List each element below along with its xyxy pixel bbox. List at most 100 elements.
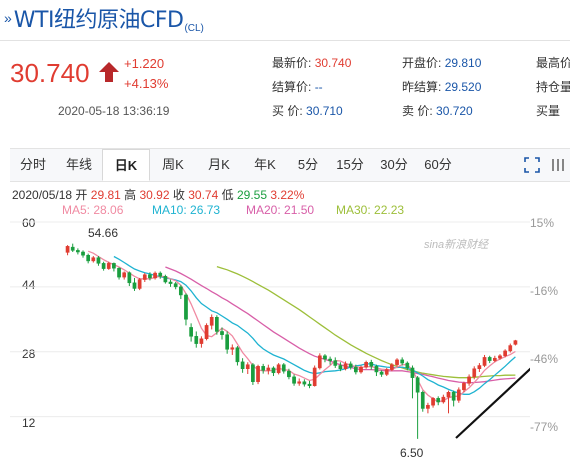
title-bar: » WTI纽约原油CFD (CL)	[4, 4, 204, 34]
quote-settle: 结算价: --	[272, 78, 323, 95]
candle-body-down	[163, 276, 168, 283]
candle-body-down	[225, 334, 229, 350]
quote-latest-label: 最新价:	[272, 56, 312, 70]
candle-body-up	[266, 367, 271, 371]
quote-high-label: 最高价	[536, 56, 570, 70]
instrument-title: WTI纽约原油CFD	[13, 8, 184, 33]
y-tick-12: 12	[22, 416, 36, 430]
candle-body-up	[359, 366, 363, 373]
candle-body-down	[333, 360, 338, 366]
tab-yearly-k[interactable]: 年K	[254, 157, 276, 172]
tab-30min[interactable]: 30分	[380, 157, 408, 172]
tab-yearline[interactable]: 年线	[65, 157, 92, 172]
candle-body-down	[132, 282, 137, 289]
quote-prev-settle-value: 29.520	[444, 80, 482, 94]
ma5-legend: MA5: 28.06	[62, 203, 124, 217]
last-price: 30.740	[10, 58, 90, 88]
expand-icon[interactable]	[524, 157, 540, 173]
candle-body-down	[251, 364, 255, 382]
ohlc-high: 30.92	[139, 188, 170, 202]
candle-body-down	[261, 366, 266, 371]
candle-body-up	[513, 340, 518, 345]
candle-body-down	[302, 381, 307, 385]
candle-body-up	[482, 357, 487, 366]
candle-body-up	[256, 366, 260, 382]
candle-body-up	[467, 376, 471, 384]
settings-icon[interactable]	[550, 157, 566, 173]
tab-daily-k[interactable]: 日K	[102, 149, 150, 181]
tab-5min[interactable]: 5分	[297, 157, 319, 172]
ohlc-close: 30.74	[188, 188, 219, 202]
candle-body-up	[199, 338, 204, 344]
quote-settle-value: --	[314, 80, 323, 94]
y-right-tick-15: 15%	[530, 216, 555, 230]
candle-body-down	[281, 364, 286, 372]
candle-body-down	[220, 331, 224, 335]
price-change-percent: +4.13%	[124, 76, 169, 91]
candle-body-up	[317, 355, 322, 369]
quote-open-interest: 持仓量	[536, 78, 570, 95]
candlestick-chart[interactable]	[10, 218, 530, 459]
quote-bid: 买 价: 30.710	[272, 102, 343, 119]
candle-body-up	[343, 363, 348, 369]
candle-body-up	[364, 362, 368, 368]
candle-body-up	[245, 364, 250, 369]
ohlc-close-label: 收	[172, 188, 185, 202]
quote-bid-value: 30.710	[306, 104, 343, 118]
quote-latest-value: 30.740	[314, 56, 352, 70]
candle-body-down	[117, 267, 121, 278]
max-price-label: 54.66	[88, 226, 119, 240]
candle-body-down	[76, 250, 80, 253]
candle-body-down	[420, 392, 425, 409]
candle-body-down	[70, 246, 75, 251]
sina-watermark: sina新浪财经	[424, 239, 489, 251]
quote-bid-volume: 买量	[536, 102, 560, 119]
candle-body-up	[276, 364, 281, 374]
candle-body-down	[287, 370, 291, 378]
candle-body-down	[487, 357, 492, 361]
ohlc-date: 2020/05/18	[12, 188, 73, 202]
candle-body-up	[431, 398, 435, 406]
tab-monthly-k[interactable]: 月K	[208, 157, 230, 172]
candle-body-down	[410, 367, 415, 378]
y-right-tick-m77: -77%	[530, 420, 559, 434]
period-tabs: 分时 年线 日K 周K 月K 年K 5分 15分 30分 60分	[10, 148, 570, 182]
tab-60min[interactable]: 60分	[424, 157, 452, 172]
candle-body-up	[477, 365, 482, 369]
candle-body-down	[168, 281, 173, 284]
tab-weekly-k[interactable]: 周K	[162, 157, 184, 172]
ma10-legend: MA10: 26.73	[152, 203, 221, 217]
candle-body-down	[194, 336, 199, 344]
quote-open-label: 开盘价:	[402, 56, 442, 70]
candle-body-up	[498, 355, 502, 359]
chevron-icon: »	[4, 10, 12, 26]
candle-body-down	[86, 254, 91, 262]
candle-body-up	[456, 389, 461, 401]
candle-body-up	[508, 345, 513, 352]
quote-open-interest-label: 持仓量	[536, 80, 570, 94]
tab-intraday[interactable]: 分时	[19, 157, 46, 172]
quote-ask: 卖 价: 30.720	[402, 102, 473, 119]
ma30-legend: MA30: 22.23	[336, 203, 405, 217]
ma20-legend: MA20: 21.50	[246, 203, 315, 217]
candle-body-up	[230, 347, 235, 350]
candle-body-down	[189, 327, 193, 337]
candle-body-down	[328, 358, 332, 361]
candle-body-down	[158, 272, 163, 277]
quote-prev-settle: 昨结算: 29.520	[402, 78, 481, 95]
candle-body-down	[96, 257, 101, 264]
candle-body-up	[441, 396, 446, 403]
ohlc-pct: 3.22%	[270, 188, 305, 202]
candle-body-down	[112, 263, 116, 269]
y-right-tick-m16: -16%	[530, 284, 559, 298]
quote-prev-settle-label: 昨结算:	[402, 80, 442, 94]
tab-15min[interactable]: 15分	[336, 157, 364, 172]
candle-body-up	[384, 369, 389, 375]
quote-ask-value: 30.720	[436, 104, 473, 118]
y-tick-60: 60	[22, 216, 36, 230]
candle-body-up	[204, 325, 209, 339]
ohlc-high-label: 高	[124, 188, 137, 202]
ma30-line	[216, 265, 516, 379]
candle-body-down	[235, 347, 240, 363]
candle-body-down	[240, 361, 245, 369]
